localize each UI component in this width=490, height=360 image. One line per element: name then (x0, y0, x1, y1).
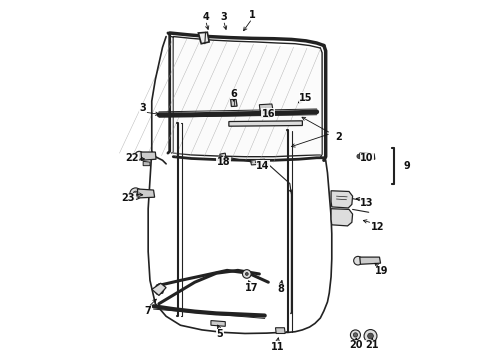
Text: 19: 19 (374, 266, 388, 276)
Polygon shape (211, 320, 225, 326)
Circle shape (243, 270, 251, 278)
Circle shape (135, 151, 144, 160)
Text: 2: 2 (335, 132, 342, 142)
Text: 11: 11 (270, 342, 284, 352)
Polygon shape (250, 159, 266, 165)
Polygon shape (141, 152, 156, 160)
Polygon shape (259, 104, 273, 111)
Text: 14: 14 (256, 161, 270, 171)
Polygon shape (360, 153, 375, 159)
Text: 7: 7 (145, 306, 151, 316)
Circle shape (364, 329, 377, 342)
Text: 5: 5 (217, 329, 223, 339)
Circle shape (350, 330, 361, 340)
Text: 20: 20 (349, 340, 363, 350)
Text: 15: 15 (299, 93, 313, 103)
Circle shape (130, 188, 141, 199)
Text: 18: 18 (217, 157, 230, 167)
Polygon shape (198, 32, 209, 44)
Polygon shape (331, 191, 353, 208)
Text: 8: 8 (277, 284, 284, 294)
Text: 21: 21 (366, 340, 379, 350)
Polygon shape (229, 121, 302, 126)
Text: 3: 3 (220, 12, 227, 22)
Circle shape (133, 191, 138, 196)
Polygon shape (261, 113, 270, 117)
Circle shape (357, 154, 361, 158)
Text: 3: 3 (140, 103, 146, 113)
Text: 22: 22 (125, 153, 139, 163)
Polygon shape (331, 209, 353, 226)
Text: 23: 23 (122, 193, 135, 203)
Polygon shape (231, 99, 237, 107)
Polygon shape (143, 161, 150, 166)
Circle shape (368, 333, 373, 339)
Circle shape (370, 154, 374, 159)
Circle shape (245, 273, 248, 275)
Polygon shape (172, 39, 322, 155)
Polygon shape (152, 283, 166, 296)
Text: 13: 13 (360, 198, 374, 208)
Circle shape (354, 256, 362, 265)
Text: 17: 17 (245, 283, 259, 293)
Polygon shape (360, 257, 381, 264)
Text: 12: 12 (371, 222, 385, 231)
Text: 4: 4 (202, 12, 209, 22)
Polygon shape (220, 153, 226, 159)
Circle shape (353, 333, 358, 337)
Text: 16: 16 (262, 109, 275, 119)
Text: 6: 6 (231, 89, 238, 99)
Text: 10: 10 (360, 153, 374, 163)
Text: 1: 1 (249, 10, 256, 20)
Text: 9: 9 (403, 161, 410, 171)
Polygon shape (137, 189, 155, 198)
Polygon shape (275, 328, 285, 333)
